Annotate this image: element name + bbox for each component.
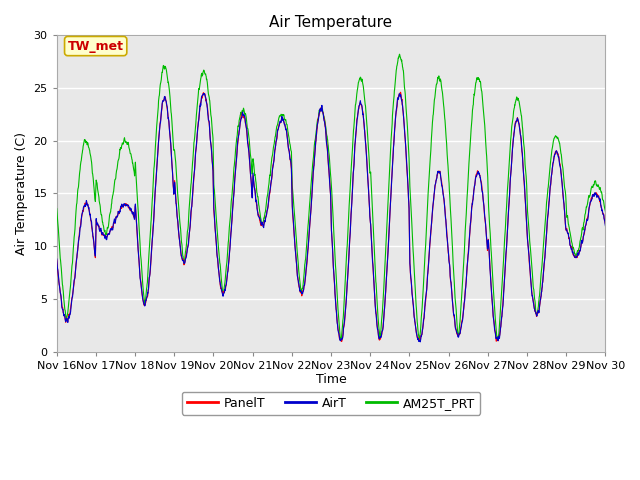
AM25T_PRT [601, 207, 609, 213]
AM25T_PRT [396, 51, 403, 57]
AM25T_PRT [536, 294, 543, 300]
AM25T_PRT [53, 206, 61, 212]
AirT [602, 223, 609, 228]
PanelT [465, 240, 473, 246]
PanelT [303, 261, 311, 266]
PanelT [338, 338, 346, 344]
AirT [417, 339, 424, 345]
AM25T_PRT [303, 238, 311, 244]
AM25T_PRT [465, 160, 473, 166]
Y-axis label: Air Temperature (C): Air Temperature (C) [15, 132, 28, 255]
PanelT [53, 257, 61, 263]
AM25T_PRT [337, 337, 345, 343]
PanelT [551, 151, 559, 156]
AirT [53, 256, 61, 262]
Legend: PanelT, AirT, AM25T_PRT: PanelT, AirT, AM25T_PRT [182, 392, 481, 415]
AM25T_PRT [602, 208, 609, 214]
PanelT [397, 89, 404, 95]
PanelT [536, 306, 543, 312]
AM25T_PRT [362, 102, 369, 108]
AirT [551, 152, 559, 157]
PanelT [601, 220, 609, 226]
PanelT [602, 221, 609, 227]
X-axis label: Time: Time [316, 373, 346, 386]
Text: TW_met: TW_met [68, 39, 124, 53]
Line: AirT: AirT [57, 94, 605, 342]
AirT [536, 307, 543, 312]
Line: AM25T_PRT: AM25T_PRT [57, 54, 605, 340]
AM25T_PRT [551, 134, 559, 140]
Line: PanelT: PanelT [57, 92, 605, 341]
PanelT [362, 134, 369, 140]
AirT [200, 91, 207, 96]
AirT [303, 255, 311, 261]
AirT [601, 221, 609, 227]
AirT [465, 242, 473, 248]
Title: Air Temperature: Air Temperature [269, 15, 392, 30]
AirT [362, 136, 369, 142]
